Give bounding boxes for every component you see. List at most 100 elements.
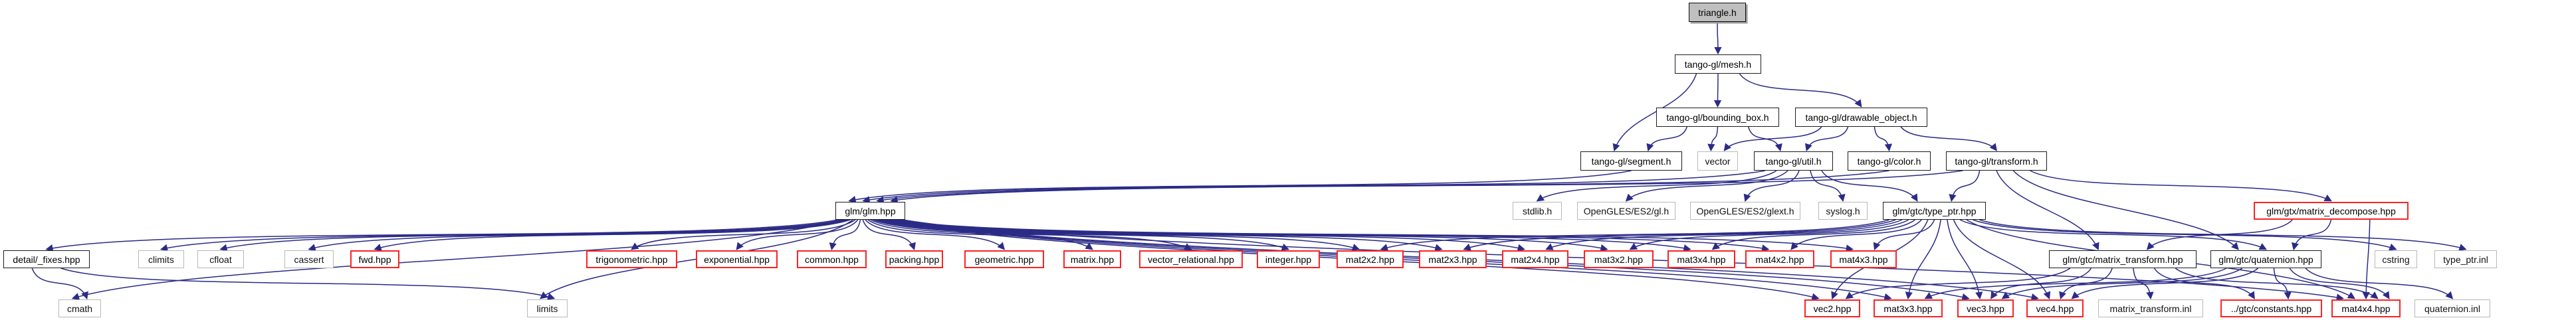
node-type-ptr-hpp[interactable]: glm/gtc/type_ptr.hpp <box>1883 202 1986 220</box>
node-label: detail/_fixes.hpp <box>13 254 80 265</box>
node-mesh-h[interactable]: tango-gl/mesh.h <box>1675 54 1761 74</box>
include-edge <box>2273 268 2292 300</box>
include-edge <box>1953 219 2051 300</box>
node-util-h[interactable]: tango-gl/util.h <box>1754 151 1833 171</box>
node-matrix-decompose-hpp[interactable]: glm/gtx/matrix_decompose.hpp <box>2254 202 2409 220</box>
node-label: exponential.hpp <box>704 254 770 265</box>
node-label: mat2x2.hpp <box>1345 254 1395 265</box>
node-matrix-hpp[interactable]: matrix.hpp <box>1063 250 1121 268</box>
include-edge <box>2001 268 2243 299</box>
node-vector-relational-hpp[interactable]: vector_relational.hpp <box>1139 250 1243 268</box>
include-edge <box>1545 219 1903 250</box>
node-constants-hpp[interactable]: ../gtc/constants.hpp <box>2220 299 2322 317</box>
node-label: quaternion.inl <box>2424 303 2481 314</box>
node-label: mat3x4.hpp <box>1677 254 1726 265</box>
node-detail-fixes-hpp[interactable]: detail/_fixes.hpp <box>3 250 90 268</box>
node-mat4x3-hpp[interactable]: mat4x3.hpp <box>1830 250 1897 268</box>
node-label: mat2x4.hpp <box>1511 254 1560 265</box>
include-edge <box>1714 21 1722 55</box>
node-label: matrix.hpp <box>1070 254 1115 265</box>
include-edge <box>1536 170 1777 202</box>
include-edge <box>1949 170 1981 202</box>
node-color-h[interactable]: tango-gl/color.h <box>1848 151 1931 171</box>
include-edge <box>2153 268 2255 299</box>
node-stdlib-h: stdlib.h <box>1513 202 1562 220</box>
node-drawable-object-h[interactable]: tango-gl/drawable_object.h <box>1795 108 1927 127</box>
node-mat3x3-hpp[interactable]: mat3x3.hpp <box>1874 299 1943 317</box>
node-label: tango-gl/util.h <box>1765 155 1822 167</box>
node-transform-h[interactable]: tango-gl/transform.h <box>1946 151 2047 171</box>
include-edge <box>1924 268 2227 299</box>
include-edge <box>829 219 861 251</box>
node-label: vec4.hpp <box>2036 303 2074 314</box>
node-label: mat4x4.hpp <box>2341 303 2391 314</box>
node-integer-hpp[interactable]: integer.hpp <box>1257 250 1320 268</box>
include-edge <box>2030 170 2332 202</box>
node-cfloat: cfloat <box>197 250 244 268</box>
node-geometric-hpp[interactable]: geometric.hpp <box>964 250 1044 268</box>
node-vec3-hpp[interactable]: vec3.hpp <box>1957 299 2014 317</box>
include-edge <box>374 219 851 251</box>
node-exponential-hpp[interactable]: exponential.hpp <box>696 250 778 268</box>
node-common-hpp[interactable]: common.hpp <box>797 250 867 268</box>
node-label: mat2x3.hpp <box>1428 254 1477 265</box>
include-edge <box>862 219 916 251</box>
node-limits: limits <box>527 299 568 317</box>
node-label: tango-gl/transform.h <box>1955 155 2038 167</box>
include-edge <box>1874 126 1892 152</box>
include-edge <box>1625 170 1788 202</box>
include-edge <box>1723 126 1822 151</box>
include-edge <box>1739 73 1862 108</box>
node-label: ../gtc/constants.hpp <box>2230 303 2312 314</box>
node-mat3x4-hpp[interactable]: mat3x4.hpp <box>1667 250 1735 268</box>
node-cstring: cstring <box>2375 250 2417 268</box>
node-label: mat3x2.hpp <box>1594 254 1644 265</box>
node-fwd-hpp[interactable]: fwd.hpp <box>350 250 399 268</box>
include-edge <box>31 268 88 300</box>
node-vec2-hpp[interactable]: vec2.hpp <box>1804 299 1860 317</box>
node-label: OpenGLES/ES2/gl.h <box>1583 205 1669 216</box>
node-label: glm/gtc/matrix_transform.hpp <box>2062 254 2183 265</box>
include-edge <box>2146 219 2293 250</box>
node-label: trigonometric.hpp <box>595 254 668 265</box>
node-glm-hpp[interactable]: glm/glm.hpp <box>835 202 905 220</box>
node-label: stdlib.h <box>1522 205 1553 216</box>
node-label: type_ptr.inl <box>2443 254 2488 265</box>
include-edge <box>1748 126 1782 152</box>
node-label: vec3.hpp <box>1967 303 2004 314</box>
node-vec4-hpp[interactable]: vec4.hpp <box>2026 299 2084 317</box>
node-matrix-transform-hpp[interactable]: glm/gtc/matrix_transform.hpp <box>2049 250 2197 268</box>
node-mat4x2-hpp[interactable]: mat4x2.hpp <box>1745 250 1814 268</box>
node-mat2x4-hpp[interactable]: mat2x4.hpp <box>1502 250 1568 268</box>
node-mat3x2-hpp[interactable]: mat3x2.hpp <box>1584 250 1654 268</box>
node-mat2x3-hpp[interactable]: mat2x3.hpp <box>1419 250 1487 268</box>
node-triangle-h: triangle.h <box>1689 3 1746 22</box>
include-edge <box>1707 126 1719 152</box>
node-label: tango-gl/mesh.h <box>1684 58 1752 70</box>
include-edge <box>1790 219 1922 250</box>
node-mat4x4-hpp[interactable]: mat4x4.hpp <box>2331 299 2401 317</box>
node-label: tango-gl/drawable_object.h <box>1805 112 1917 123</box>
node-packing-hpp[interactable]: packing.hpp <box>885 250 943 268</box>
node-gles2-glext-h: OpenGLES/ES2/glext.h <box>1690 202 1800 220</box>
include-edge <box>2291 219 2332 251</box>
node-label: OpenGLES/ES2/glext.h <box>1696 205 1794 216</box>
node-climits: climits <box>138 250 184 268</box>
node-label: glm/glm.hpp <box>845 205 896 216</box>
node-mat2x2-hpp[interactable]: mat2x2.hpp <box>1337 250 1404 268</box>
include-edge <box>872 219 1290 251</box>
include-edge <box>631 219 856 250</box>
node-segment-h[interactable]: tango-gl/segment.h <box>1580 151 1682 171</box>
node-quaternion-inl: quaternion.inl <box>2415 299 2490 317</box>
node-label: common.hpp <box>805 254 859 265</box>
node-bounding-box-h[interactable]: tango-gl/bounding_box.h <box>1656 108 1779 127</box>
include-edge <box>308 219 848 252</box>
include-edge <box>1713 73 1722 108</box>
node-label: syslog.h <box>1826 205 1860 216</box>
include-edge <box>890 170 1963 204</box>
node-trigonometric-hpp[interactable]: trigonometric.hpp <box>586 250 677 268</box>
node-label: vec2.hpp <box>1813 303 1852 314</box>
include-edge <box>1973 219 2397 251</box>
node-quaternion-hpp[interactable]: glm/gtc/quaternion.hpp <box>2210 250 2321 268</box>
